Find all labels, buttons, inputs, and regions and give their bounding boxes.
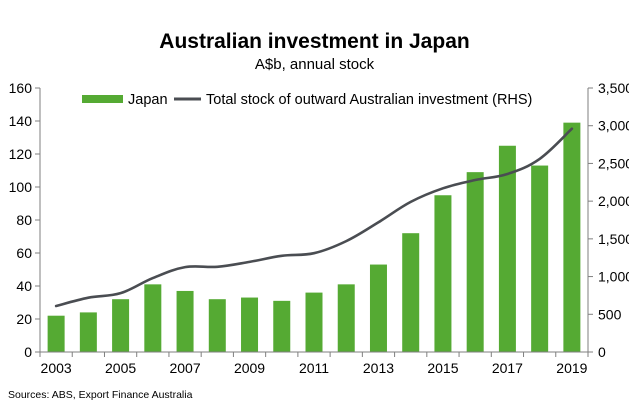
bar-japan-2005 <box>112 299 130 352</box>
y-right-tick-label: 0 <box>598 344 606 360</box>
x-tick-label: 2019 <box>556 360 587 376</box>
y-left-tick-label: 100 <box>9 179 33 195</box>
x-tick-label: 2009 <box>234 360 265 376</box>
bar-japan-2014 <box>402 233 420 352</box>
source-note: Sources: ABS, Export Finance Australia <box>8 389 193 401</box>
bar-japan-2006 <box>144 284 162 352</box>
bar-japan-2011 <box>305 292 323 352</box>
x-tick-label: 2017 <box>492 360 523 376</box>
y-right-tick-label: 500 <box>598 306 622 322</box>
legend-swatch-japan <box>82 95 123 103</box>
y-right-tick-label: 3,500 <box>598 80 629 96</box>
line-layer <box>54 127 574 308</box>
bar-japan-2018 <box>531 165 549 352</box>
y-right-tick-label: 2,500 <box>598 155 629 171</box>
y-left-tick-label: 60 <box>16 245 32 261</box>
bar-japan-2013 <box>369 264 387 352</box>
axes-layer: 0 20 40 60 80 100 120 140 160 0 500 1,000 1,500 2,000… <box>9 80 629 376</box>
y-left-tick-label: 40 <box>16 278 32 294</box>
chart-title: Australian investment in Japan <box>159 30 470 53</box>
y-right-tick-label: 2,000 <box>598 193 629 209</box>
bar-japan-2003 <box>47 315 65 352</box>
bars-layer <box>47 122 581 353</box>
y-right-tick-label: 3,000 <box>598 118 629 134</box>
legend-label-japan: Japan <box>128 92 168 108</box>
legend-label-total-stock: Total stock of outward Australian invest… <box>206 92 532 108</box>
y-left-tick-label: 20 <box>16 311 32 327</box>
y-left-tick-label: 0 <box>24 344 32 360</box>
bar-japan-2004 <box>79 312 97 352</box>
bar-japan-2012 <box>337 284 355 352</box>
x-tick-label: 2003 <box>41 360 72 376</box>
y-left-tick-label: 140 <box>9 113 33 129</box>
line-total-stock <box>54 127 574 308</box>
bar-japan-2017 <box>498 145 516 352</box>
legend: Japan Total stock of outward Australian … <box>82 92 532 108</box>
y-right-tick-label: 1,000 <box>598 269 629 285</box>
bar-japan-2008 <box>208 299 226 352</box>
bar-japan-2010 <box>273 300 291 352</box>
x-tick-label: 2013 <box>363 360 394 376</box>
y-left-tick-label: 160 <box>9 80 33 96</box>
chart-subtitle: A$b, annual stock <box>254 56 375 73</box>
bar-japan-2016 <box>466 172 484 352</box>
x-tick-label: 2011 <box>299 360 329 376</box>
y-right-tick-label: 1,500 <box>598 231 629 247</box>
bar-japan-2019 <box>563 122 581 353</box>
x-tick-label: 2007 <box>169 360 200 376</box>
bar-japan-2007 <box>176 290 194 352</box>
bar-japan-2015 <box>434 195 452 352</box>
bar-japan-2009 <box>241 297 259 352</box>
x-tick-label: 2005 <box>105 360 136 376</box>
y-left-tick-label: 80 <box>16 212 32 228</box>
y-left-tick-label: 120 <box>9 146 33 162</box>
x-tick-label: 2015 <box>427 360 458 376</box>
